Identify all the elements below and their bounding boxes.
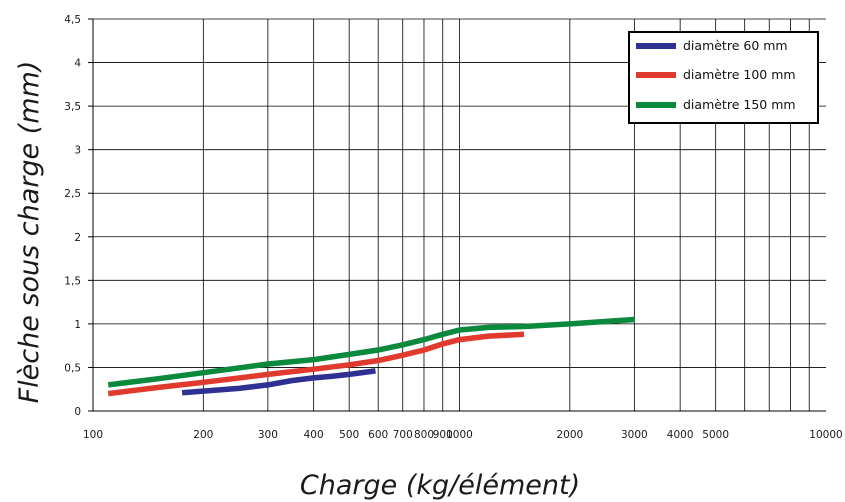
y-tick-label: 0 xyxy=(74,406,81,418)
series-lines xyxy=(107,316,635,397)
x-tick-label: 300 xyxy=(258,429,278,441)
x-tick-label: 5000 xyxy=(702,429,729,441)
x-axis-title: Charge (kg/élément) xyxy=(300,470,580,501)
y-axis-title: Flèche sous charge (mm) xyxy=(14,61,45,404)
y-tick-label: 1,5 xyxy=(64,275,81,287)
axes xyxy=(88,18,826,412)
series-line xyxy=(107,316,635,388)
y-tick-label: 4,5 xyxy=(64,14,81,26)
x-tick-label: 700 xyxy=(393,429,413,441)
x-tick-label: 800 xyxy=(414,429,434,441)
grid xyxy=(93,18,826,411)
legend-label: diamètre 60 mm xyxy=(683,38,788,53)
y-tick-label: 1 xyxy=(74,319,81,331)
y-tick-label: 3 xyxy=(74,145,81,157)
x-tick-label: 200 xyxy=(193,429,213,441)
series-line xyxy=(107,331,525,397)
x-tick-label: 2000 xyxy=(556,429,583,441)
x-tick-label: 400 xyxy=(304,429,324,441)
x-tick-label: 3000 xyxy=(621,429,648,441)
x-tick-label: 100 xyxy=(83,429,103,441)
y-tick-label: 2 xyxy=(74,232,81,244)
x-tick-label: 10000 xyxy=(809,429,842,441)
series-line xyxy=(181,368,376,396)
x-tick-label: 600 xyxy=(368,429,388,441)
x-tick-label: 4000 xyxy=(667,429,694,441)
legend: diamètre 60 mm diamètre 100 mm diamètre … xyxy=(628,31,819,124)
x-tick-label: 900 xyxy=(433,429,453,441)
y-tick-label: 2,5 xyxy=(64,188,81,200)
legend-label: diamètre 100 mm xyxy=(683,67,796,82)
y-tick-label: 0,5 xyxy=(64,362,81,374)
x-tick-label: 1000 xyxy=(446,429,473,441)
x-tick-label: 500 xyxy=(339,429,359,441)
y-tick-label: 3,5 xyxy=(64,101,81,113)
tick-labels: 0 0,5 1 1,5 2 2,5 3 3,5 4 4,5 100 200 300 400 500 600 70… xyxy=(64,14,842,441)
y-tick-label: 4 xyxy=(74,58,81,70)
legend-label: diamètre 150 mm xyxy=(683,97,796,112)
